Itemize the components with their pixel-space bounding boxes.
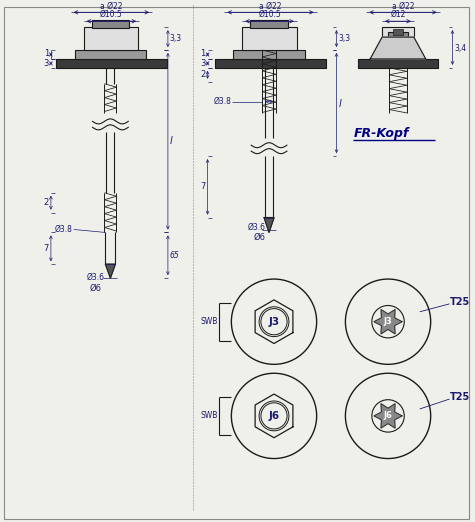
Bar bbox=[233, 50, 305, 59]
Text: J3: J3 bbox=[268, 317, 280, 327]
Text: Ø3.8: Ø3.8 bbox=[213, 97, 231, 106]
Bar bbox=[393, 29, 403, 35]
Text: Ø6: Ø6 bbox=[89, 284, 102, 293]
Polygon shape bbox=[370, 37, 426, 59]
Text: Ø10.5: Ø10.5 bbox=[100, 10, 123, 19]
Polygon shape bbox=[374, 310, 402, 334]
Text: a Ø22: a Ø22 bbox=[259, 2, 281, 10]
Text: Ø3.6: Ø3.6 bbox=[248, 222, 266, 232]
Text: 65: 65 bbox=[170, 251, 180, 260]
Text: T25: T25 bbox=[449, 297, 470, 307]
Text: J6: J6 bbox=[384, 411, 392, 420]
Text: Ø3.8: Ø3.8 bbox=[55, 225, 73, 234]
Bar bbox=[92, 20, 129, 28]
Text: SWB: SWB bbox=[200, 317, 218, 326]
Text: l: l bbox=[170, 136, 172, 146]
Bar bbox=[358, 59, 437, 68]
Text: 7: 7 bbox=[200, 182, 206, 192]
Bar bbox=[215, 59, 325, 68]
Text: Ø12: Ø12 bbox=[390, 10, 406, 19]
Text: 7: 7 bbox=[44, 244, 49, 253]
Text: 3,4: 3,4 bbox=[455, 43, 466, 53]
Text: 3: 3 bbox=[44, 60, 49, 68]
Text: SWB: SWB bbox=[200, 411, 218, 420]
Text: 1: 1 bbox=[44, 50, 49, 58]
Bar bbox=[250, 20, 288, 28]
Polygon shape bbox=[264, 218, 274, 232]
Polygon shape bbox=[105, 264, 115, 278]
Text: T25: T25 bbox=[449, 392, 470, 402]
Bar bbox=[56, 59, 167, 68]
Bar bbox=[75, 50, 146, 59]
Text: Ø6: Ø6 bbox=[253, 232, 265, 242]
Text: Ø10.5: Ø10.5 bbox=[259, 10, 281, 19]
Text: 1: 1 bbox=[200, 50, 206, 58]
Bar bbox=[388, 32, 408, 37]
Text: l: l bbox=[339, 99, 341, 109]
Polygon shape bbox=[374, 404, 402, 428]
Text: 3,3: 3,3 bbox=[339, 33, 351, 43]
Text: a Ø22: a Ø22 bbox=[100, 2, 123, 10]
Text: 3: 3 bbox=[200, 60, 206, 68]
Text: FR-Kopf: FR-Kopf bbox=[353, 127, 409, 140]
Text: J6: J6 bbox=[268, 411, 280, 421]
Text: 2: 2 bbox=[200, 70, 206, 79]
Text: J3: J3 bbox=[384, 317, 392, 326]
Text: 2: 2 bbox=[44, 198, 49, 207]
Bar bbox=[382, 27, 414, 37]
Text: a Ø22: a Ø22 bbox=[392, 2, 414, 10]
Bar bbox=[84, 27, 138, 50]
Text: Ø3.6: Ø3.6 bbox=[86, 273, 104, 282]
Text: 3,3: 3,3 bbox=[170, 33, 182, 43]
Bar bbox=[242, 27, 297, 50]
